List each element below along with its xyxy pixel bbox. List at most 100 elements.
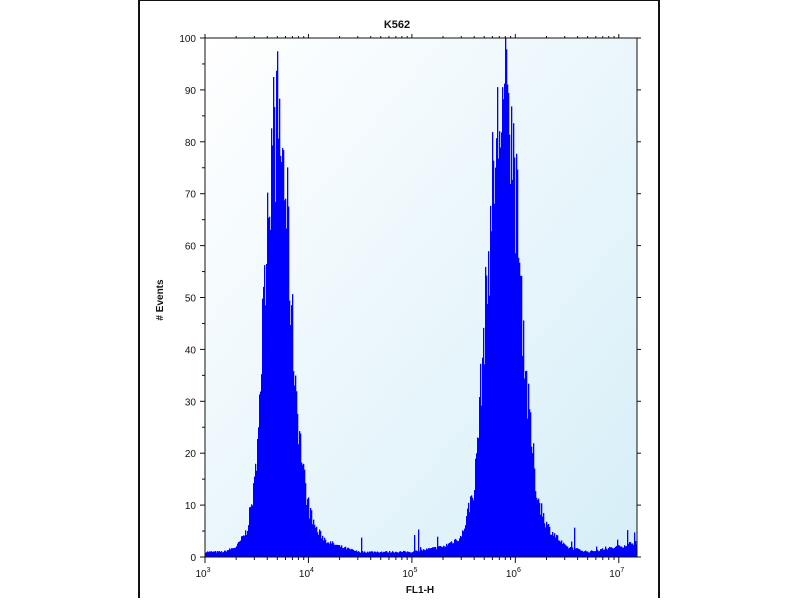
histogram-bin [614, 547, 616, 557]
histogram-bin [413, 551, 415, 557]
histogram-bin [321, 538, 323, 557]
histogram-bin [280, 155, 282, 558]
histogram-bin [366, 552, 368, 557]
histogram-bin [313, 519, 315, 557]
histogram-bin [250, 506, 252, 557]
histogram-bin [481, 405, 483, 557]
histogram-bin [345, 546, 347, 557]
histogram-bin [395, 551, 397, 557]
histogram-bin [337, 544, 339, 557]
histogram-bin [268, 217, 270, 557]
histogram-bin [514, 157, 516, 558]
histogram-bin [305, 483, 307, 557]
histogram-bin [437, 536, 439, 557]
histogram-bin [550, 534, 552, 557]
histogram-bin [634, 532, 636, 557]
histogram-bin [520, 275, 522, 557]
histogram-bin [527, 418, 529, 557]
histogram-bin [480, 363, 482, 557]
histogram-bin [478, 438, 480, 557]
histogram-bin [382, 552, 384, 557]
histogram-bin [367, 551, 369, 557]
histogram-bin [346, 549, 348, 557]
histogram-bin [381, 551, 383, 557]
histogram-bin [479, 396, 481, 557]
histogram-bin [623, 547, 625, 557]
histogram-bin [468, 502, 470, 557]
histogram-bin [474, 490, 476, 557]
histogram-bin [530, 412, 532, 557]
histogram-bin [389, 550, 391, 557]
histogram-bin [408, 551, 410, 557]
histogram-bin [421, 549, 423, 557]
histogram-bin [398, 552, 400, 557]
histogram-bin [547, 524, 549, 557]
histogram-bin [217, 551, 219, 557]
histogram-bin [635, 541, 637, 557]
histogram-bin [325, 539, 327, 557]
histogram-bin [266, 263, 268, 557]
histogram-bin [212, 552, 214, 557]
histogram-bin [560, 541, 562, 557]
histogram-bin [394, 552, 396, 557]
histogram-bin [218, 551, 220, 557]
histogram-bin [251, 504, 253, 557]
histogram-bin [211, 551, 213, 557]
histogram-bin [494, 203, 496, 558]
histogram-bin [500, 147, 502, 557]
histogram-bin [370, 551, 372, 557]
histogram-bin [445, 546, 447, 557]
histogram-bin [308, 497, 310, 557]
histogram-bin [624, 545, 626, 557]
histogram-bin [276, 70, 278, 558]
histogram-bin [340, 546, 342, 557]
histogram-bin [424, 549, 426, 557]
histogram-bin [566, 546, 568, 557]
histogram-bin [417, 551, 419, 557]
histogram-bin [206, 552, 208, 557]
histogram-bin [323, 540, 325, 557]
histogram-bin [391, 552, 393, 557]
histogram-bin [460, 535, 462, 557]
histogram-bin [312, 524, 314, 557]
histogram-bin [592, 550, 594, 557]
histogram-bin [298, 444, 300, 557]
histogram-bin [490, 205, 492, 557]
histogram-bin [627, 530, 629, 557]
histogram-bin [233, 548, 235, 557]
histogram-bin [245, 530, 247, 557]
histogram-bin [338, 545, 340, 557]
histogram-bin [393, 552, 395, 557]
histogram-bin [225, 550, 227, 557]
histogram-bin [299, 431, 301, 557]
y-tick-label: 70 [185, 190, 197, 201]
histogram-bin [497, 87, 499, 558]
histogram-bin [447, 545, 449, 557]
histogram-bin [362, 551, 364, 557]
histogram-bin [556, 534, 558, 557]
histogram-bin [629, 542, 631, 557]
histogram-bin [388, 552, 390, 557]
histogram-bin [205, 552, 207, 557]
histogram-bin [463, 531, 465, 557]
histogram-bin [372, 551, 374, 557]
histogram-bin [409, 552, 411, 557]
histogram-bin [574, 527, 576, 557]
histogram-bin [569, 547, 571, 557]
histogram-bin [613, 548, 615, 557]
histogram-bin [272, 145, 274, 557]
histogram-bin [378, 552, 380, 557]
histogram-bin [264, 265, 266, 557]
histogram-bin [440, 546, 442, 557]
histogram-bin [594, 551, 596, 557]
histogram-bin [239, 541, 241, 557]
y-tick-label: 80 [185, 138, 197, 149]
histogram-bin [458, 541, 460, 557]
histogram-bin [253, 483, 255, 557]
histogram-bin [528, 383, 530, 557]
histogram-bin [545, 527, 547, 557]
histogram-bin [300, 433, 302, 557]
histogram-bin [469, 512, 471, 557]
histogram-bin [598, 551, 600, 557]
